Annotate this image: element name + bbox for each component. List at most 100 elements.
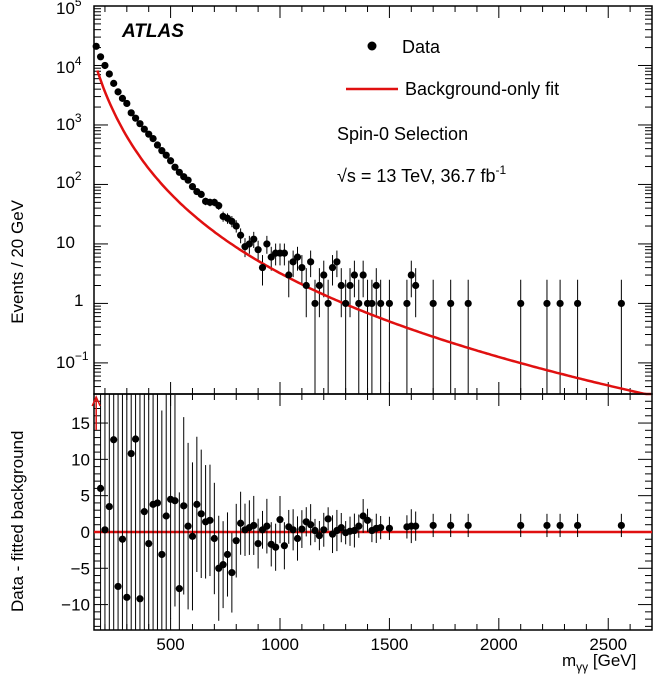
res-ytick-label: −5 [71,559,90,578]
main-data-point [337,281,345,290]
main-data-point [293,253,302,261]
xtick-label: 2500 [589,635,627,654]
main-data-point [302,281,310,290]
main-data-point [127,109,135,117]
ytick-label-1e2: 102 [56,169,82,192]
main-data-point [320,271,328,279]
residual-data-point [206,516,214,524]
main-data-point [197,190,205,199]
xtick-label: 1000 [261,635,299,654]
residual-axis-ticks [94,394,652,630]
residual-data-point [228,569,236,577]
residual-data-point [171,497,179,505]
residual-data-point [320,526,328,534]
main-data-point [403,299,411,308]
residual-data-point [298,525,306,533]
residual-data-point [250,521,258,530]
res-ytick-label: 15 [71,414,90,433]
residual-y-axis-title: Data - fitted background [8,431,27,612]
main-data-point [517,299,525,308]
main-data-point [368,299,376,308]
res-ytick-label: 5 [81,487,90,506]
residual-data-point [232,537,240,545]
selection-label: Spin-0 Selection [337,124,468,144]
main-data-point [307,258,315,266]
main-data-point [110,79,118,87]
residual-data-points [96,435,625,603]
main-data-point [136,120,144,128]
residual-data-point [136,595,144,603]
main-data-points [92,42,625,308]
residual-data-point [543,521,551,530]
main-data-point [123,99,131,108]
ytick-label-10: 10 [56,233,75,252]
main-data-point [101,61,109,70]
main-data-point [346,281,354,290]
residual-data-point [293,534,302,543]
main-data-point [372,281,380,290]
xtick-label: 1500 [370,635,408,654]
main-data-point [315,281,323,290]
ytick-label-1e5: 105 [56,0,82,18]
main-data-point [254,246,262,254]
res-ytick-label: −10 [61,596,90,615]
main-data-point [145,130,153,138]
main-data-point [245,240,253,248]
main-data-point [118,94,127,102]
main-data-point [96,53,105,61]
residual-data-point [114,582,122,591]
residual-data-point [272,543,280,551]
main-data-point [114,88,122,96]
main-data-point [258,264,267,272]
main-data-point [385,299,394,308]
main-data-point [153,141,162,149]
residual-data-point [363,516,372,524]
main-data-point [92,42,100,50]
residual-data-point [311,526,319,535]
residual-data-point [324,515,332,523]
residual-plot-frame [93,393,653,631]
main-data-point [131,114,140,122]
xtick-label: 500 [156,635,184,654]
main-data-point [263,240,271,248]
main-y-axis-title: Events / 20 GeV [8,199,27,323]
main-data-point [429,299,437,308]
residual-data-point [412,522,420,530]
main-data-point [464,299,472,308]
main-data-point [184,176,192,184]
residual-data-point [118,535,127,543]
main-data-point [324,299,332,308]
residual-data-point [96,484,105,492]
residual-data-point [105,502,113,511]
residual-data-point [556,521,564,530]
residual-data-point [377,524,385,532]
legend-data-label: Data [402,37,441,57]
residual-panel: 15 10 5 0 −5 −10 500 1000 1500 2000 2500 Data - f… [8,393,653,674]
main-data-point [407,271,415,279]
residual-data-point [219,561,227,569]
main-data-point [574,299,582,308]
background-fit-curve [96,70,651,396]
ytick-label-1e4: 104 [56,54,82,77]
ytick-label-1e3: 103 [56,111,82,134]
main-axis-ticks [94,5,652,395]
main-spectrum-panel: 105 104 103 102 10 1 10−1 Events / 20 Ge… [8,0,653,396]
residual-error-bars [100,394,622,630]
energy-lumi-label: √s = 13 TeV, 36.7 fb-1 [337,163,507,186]
res-ytick-label: 0 [81,523,90,542]
residual-data-point [131,435,140,443]
residual-data-point [429,521,437,530]
main-data-point [543,299,551,308]
ytick-label-1: 1 [74,291,83,310]
main-data-point [377,299,385,308]
ytick-label-1e-1: 10−1 [56,349,89,372]
atlas-label: ATLAS [121,21,184,42]
main-data-point [237,231,245,239]
residual-data-point [337,524,345,532]
main-data-point [250,235,258,243]
main-data-point [359,271,367,279]
main-data-point [188,183,197,191]
residual-data-point [162,512,170,520]
residual-data-point [223,550,232,559]
main-data-point [298,264,306,272]
